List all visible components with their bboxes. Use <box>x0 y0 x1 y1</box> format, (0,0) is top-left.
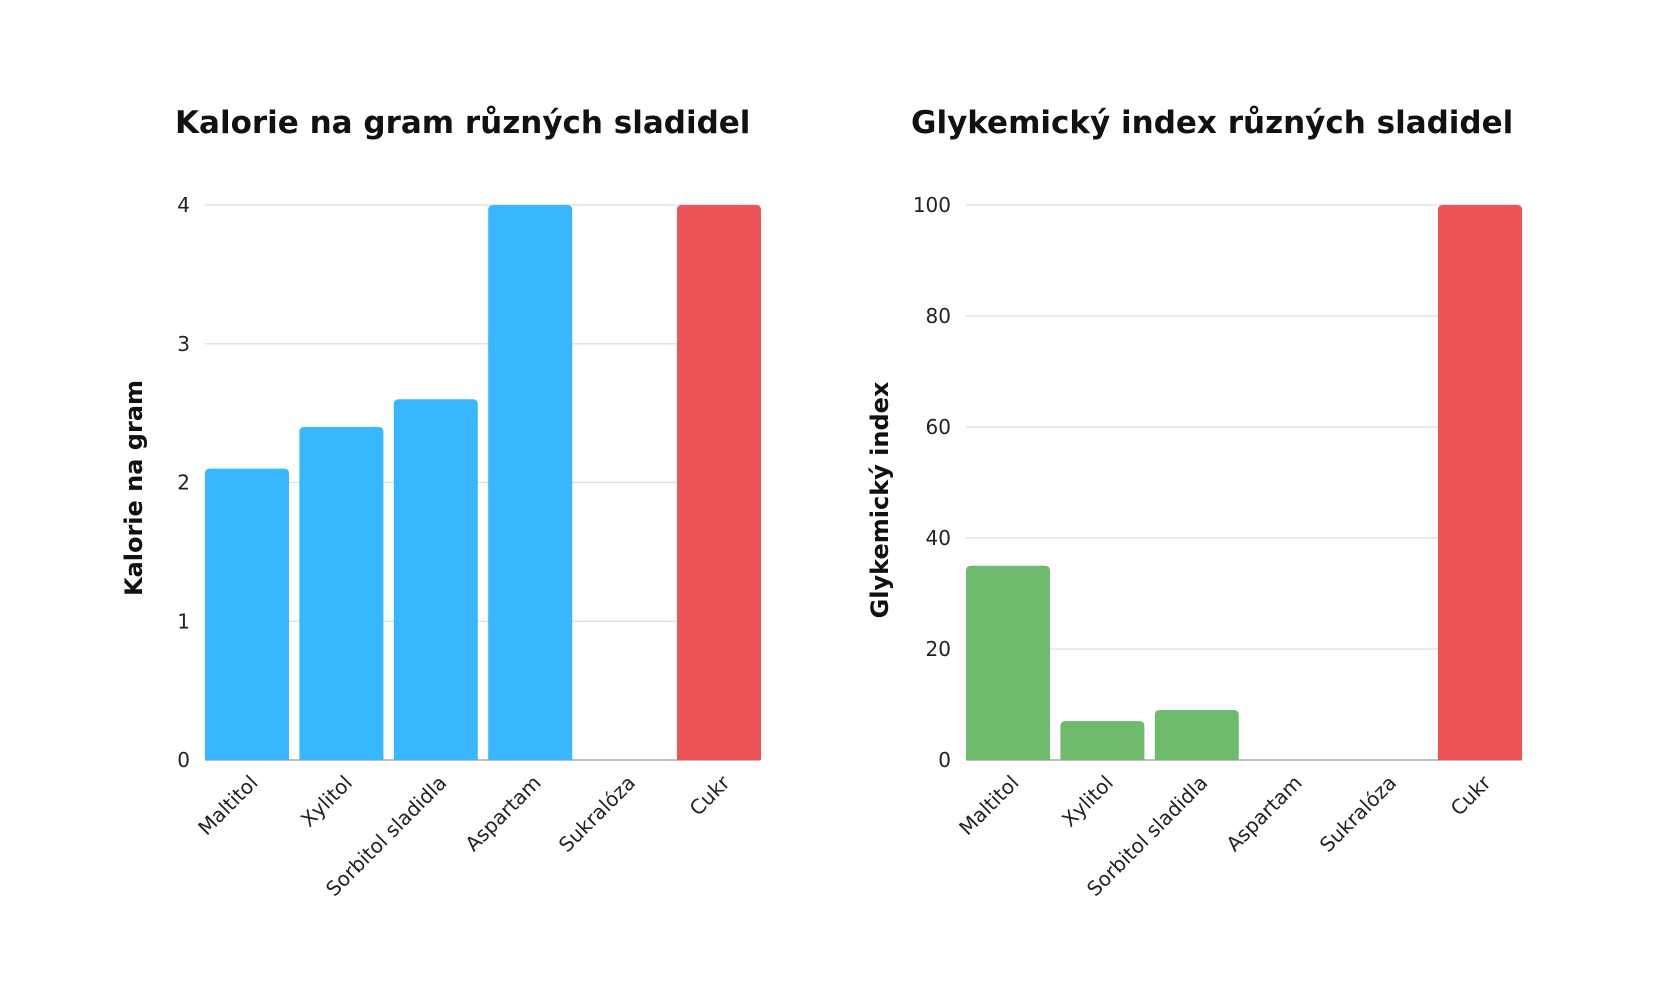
glycemic-chart-title: Glykemický index různých sladidel <box>911 105 1513 141</box>
glycemic-chart-ylabel: Glykemický index <box>866 381 894 618</box>
calories-xtick-label: Aspartam <box>460 771 545 856</box>
calories-xtick-label: Maltitol <box>193 771 262 840</box>
glycemic-xtick-label: Aspartam <box>1221 771 1306 856</box>
calories-xtick-label: Sukralóza <box>554 771 640 857</box>
calories-ytick-label: 0 <box>177 748 190 772</box>
glycemic-chart-bars <box>966 205 1522 760</box>
glycemic-bar-maltitol <box>966 565 1050 760</box>
calories-bar-cukr <box>677 205 761 760</box>
glycemic-xtick-label: Cukr <box>1446 770 1496 820</box>
calories-chart-ylabel: Kalorie na gram <box>120 380 148 596</box>
glycemic-chart-yticks: 0 20 40 60 80 100 <box>913 193 951 772</box>
calories-chart-grid <box>205 204 760 761</box>
glycemic-chart: Glykemický index různých sladidel Glykem… <box>866 105 1522 901</box>
glycemic-xtick-label: Xylitol <box>1057 771 1118 832</box>
glycemic-ytick-label: 20 <box>926 637 951 661</box>
glycemic-ytick-label: 80 <box>926 304 951 328</box>
calories-ytick-label: 3 <box>177 332 190 356</box>
calories-bar-maltitol <box>205 468 289 760</box>
glycemic-ytick-label: 0 <box>938 748 951 772</box>
calories-chart-yticks: 0 1 2 3 4 <box>177 193 190 772</box>
calories-ytick-label: 1 <box>177 609 190 633</box>
calories-chart-title: Kalorie na gram různých sladidel <box>175 105 750 141</box>
calories-bar-sorbitol-sladidla <box>393 399 478 760</box>
calories-ytick-label: 4 <box>177 193 190 217</box>
glycemic-xtick-label: Sukralóza <box>1315 771 1401 857</box>
glycemic-ytick-label: 40 <box>926 526 951 550</box>
calories-chart: Kalorie na gram různých sladidel Kalorie… <box>120 105 761 901</box>
calories-bar-aspartam <box>488 205 573 760</box>
glycemic-bar-cukr <box>1438 205 1522 760</box>
glycemic-ytick-label: 60 <box>926 415 951 439</box>
glycemic-bar-xylitol <box>1060 721 1145 760</box>
calories-xtick-label: Cukr <box>685 770 735 820</box>
glycemic-bar-sorbitol-sladidla <box>1154 710 1239 760</box>
glycemic-ytick-label: 100 <box>913 193 951 217</box>
calories-ytick-label: 2 <box>177 471 190 495</box>
calories-bar-xylitol <box>299 427 384 760</box>
glycemic-chart-grid <box>966 204 1522 761</box>
glycemic-xtick-label: Maltitol <box>954 771 1023 840</box>
calories-xtick-label: Xylitol <box>296 771 357 832</box>
calories-chart-bars <box>205 205 761 760</box>
